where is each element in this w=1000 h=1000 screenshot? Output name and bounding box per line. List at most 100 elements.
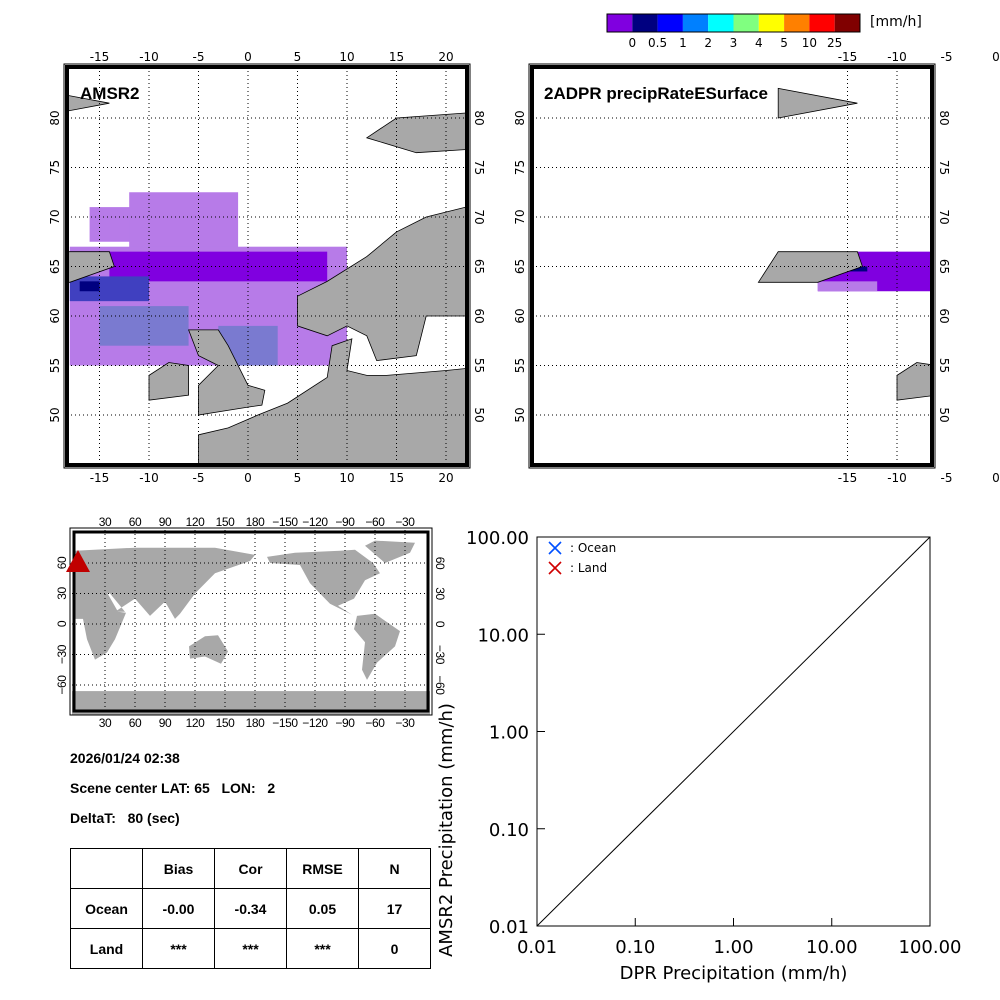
eurasia-land [75,547,255,619]
south-america-land [354,613,400,680]
regional-map-left [63,63,471,469]
y-tick-label: 0.10 [489,820,529,841]
cell: 0.05 [286,888,359,929]
y-tick-label: 1.00 [489,723,529,744]
continent-land [198,338,467,465]
globe-lat-tick-right: 30 [433,587,447,600]
lon-tick-top: -5 [193,50,205,64]
map-content [67,67,467,465]
africa-land [75,586,126,660]
y-axis-label: AMSR2 Precipitation (mm/h) [436,703,457,957]
regional-map-right [528,63,1000,514]
greenland-land [67,94,110,112]
precip-area [817,281,878,292]
lat-tick-left: 50 [48,407,62,422]
greenland-land [777,87,858,119]
lon-tick-bottom: 0 [244,471,252,485]
great-britain-land [188,329,266,416]
stats-table: Bias Cor RMSE N Ocean -0.00 -0.34 0.05 1… [70,848,431,969]
header-cell: RMSE [286,848,359,889]
scene-center: Scene center LAT: 65 LON: 2 [70,780,276,796]
colorbar-label: 0 [628,36,636,50]
lat-tick-right: 80 [472,110,486,125]
map-outer-frame [528,63,936,469]
lat-tick-right: 60 [472,308,486,323]
lon-tick-bottom: 15 [389,471,404,485]
map-right-title: 2ADPR precipRateESurface [544,84,768,103]
map-left-title: AMSR2 [80,84,140,103]
lon-tick-top: -15 [838,50,858,64]
lat-tick-left: 75 [48,160,62,175]
north-america-land [267,549,380,615]
globe-lon-tick-bottom: 120 [186,716,206,730]
cell: *** [142,928,215,969]
legend-marker-ocean [548,541,562,555]
lat-tick-left: 55 [513,358,527,373]
lon-tick-bottom: -5 [193,471,205,485]
lat-tick-left: 70 [513,209,527,224]
scandinavia-land [297,206,467,362]
lon-tick-top: -10 [887,50,907,64]
legend-label: : Ocean [570,541,616,555]
lat-tick-right: 50 [937,407,951,422]
lon-tick-bottom: -10 [139,471,159,485]
lon-tick-top: -15 [90,50,110,64]
lon-tick-bottom: -5 [941,471,953,485]
lon-tick-bottom: 10 [339,471,354,485]
cell: *** [214,928,287,969]
lat-tick-right: 65 [937,259,951,274]
svalbard-land [365,112,467,154]
header-cell [70,848,143,889]
lat-tick-left: 75 [513,160,527,175]
lon-tick-bottom: -15 [838,471,858,485]
lat-tick-left: 65 [513,259,527,274]
continent-land [947,339,1000,514]
table-row: Land *** *** *** 0 [70,928,431,969]
globe-lat-tick-right: −30 [433,645,447,665]
colorbar-swatch [758,14,785,32]
colorbar-label: 4 [755,36,763,50]
globe-lat-tick-right: 60 [433,557,447,570]
lat-tick-left: 60 [513,308,527,323]
colorbar-swatch [784,14,810,32]
globe-lon-tick-bottom: −90 [335,716,355,730]
colorbar-label: 2 [704,36,712,50]
map-outer-frame [63,63,471,469]
colorbar-label: 1 [679,36,687,50]
cell: -0.34 [214,888,287,929]
delta-t: DeltaT: 80 (sec) [70,810,180,826]
globe-lon-tick-top: −90 [335,515,355,529]
colorbar-swatch [834,14,860,32]
cell: *** [286,928,359,969]
lat-tick-right: 75 [472,160,486,175]
globe-lon-tick-top: 30 [99,515,112,529]
globe-lat-tick-left: 60 [55,556,69,569]
cell: Land [70,928,143,969]
x-tick-label: 0.01 [517,937,557,958]
colorbar-swatch [632,14,658,32]
lat-tick-right: 70 [472,209,486,224]
cell: 0 [358,928,431,969]
globe-lon-tick-bottom: −30 [395,716,415,730]
precip-area [966,247,1000,282]
x-tick-label: 0.10 [615,937,655,958]
globe-lon-tick-bottom: 180 [246,716,266,730]
lat-tick-right: 70 [937,209,951,224]
lon-tick-top: 15 [389,50,404,64]
lon-tick-bottom: 0 [992,471,1000,485]
lon-tick-bottom: -15 [90,471,110,485]
globe-lon-tick-top: −150 [272,515,298,529]
lat-tick-right: 65 [472,259,486,274]
globe-lon-tick-top: −120 [302,515,328,529]
globe-lat-tick-left: 0 [55,620,69,627]
x-axis-label: DPR Precipitation (mm/h) [620,963,848,984]
globe-lon-tick-bottom: 60 [129,716,142,730]
globe-lon-tick-top: 180 [246,515,266,529]
map-frame [530,65,934,467]
x-tick-label: 1.00 [713,937,753,958]
table-row: Ocean -0.00 -0.34 0.05 17 [70,888,431,929]
lon-tick-bottom: 5 [294,471,302,485]
colorbar-swatch [657,14,683,32]
globe-lon-tick-top: −30 [395,515,415,529]
lon-tick-top: 0 [992,50,1000,64]
